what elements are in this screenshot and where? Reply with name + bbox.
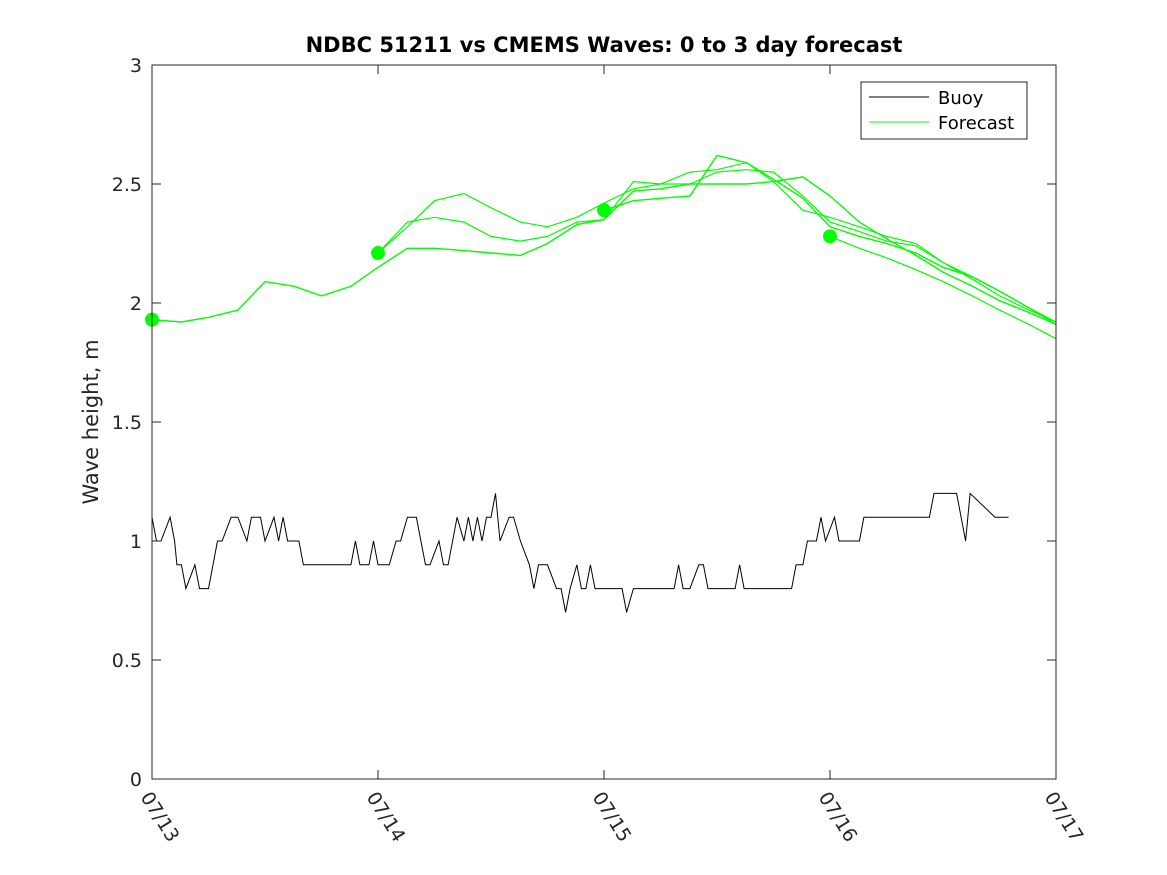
y-tick-label: 0.5 <box>112 650 142 672</box>
y-tick-label: 2.5 <box>112 174 142 196</box>
forecast-start-marker <box>597 203 611 218</box>
marker-layer <box>145 203 837 327</box>
y-tick-label: 2 <box>130 293 142 315</box>
legend-label-buoy: Buoy <box>938 88 984 109</box>
y-tick-label: 1 <box>130 531 142 553</box>
series-line-buoy <box>151 492 1009 613</box>
legend-label-forecast: Forecast <box>938 113 1014 134</box>
series-line-forecast <box>603 154 1057 325</box>
y-axis-label: Wave height, m <box>79 339 103 504</box>
chart-title: NDBC 51211 vs CMEMS Waves: 0 to 3 day fo… <box>306 33 903 57</box>
forecast-start-marker <box>371 246 385 261</box>
plot-area <box>152 65 1056 779</box>
forecast-start-marker <box>823 229 837 244</box>
series-line-forecast <box>377 161 1057 323</box>
series-layer <box>151 154 1057 613</box>
legend-box <box>860 81 1028 140</box>
y-axis: 0 0.5 1 1.5 2 2.5 3 <box>112 55 1056 791</box>
series-line-forecast <box>829 235 1057 340</box>
y-tick-label: 1.5 <box>112 412 142 434</box>
legend: Buoy Forecast <box>860 81 1028 140</box>
y-tick-label: 0 <box>130 769 142 791</box>
y-tick-label: 3 <box>130 55 142 77</box>
